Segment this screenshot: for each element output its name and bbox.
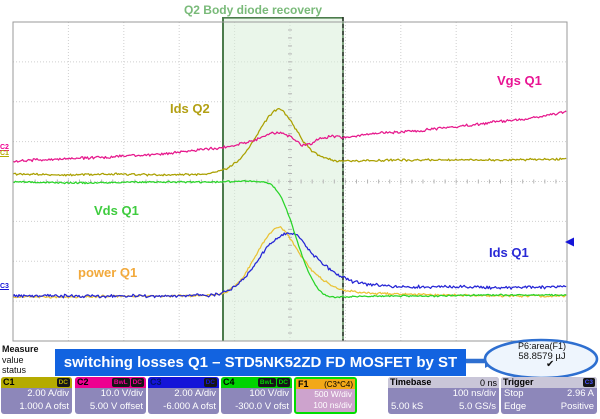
channel-header-c4[interactable]: C4 BwL DC	[221, 377, 292, 388]
coupling-badge-c1: DC	[56, 378, 70, 387]
measure-panel: Measure value status	[2, 344, 39, 376]
annotation-banner: switching losses Q1 – STD5NK52ZD FD MOSF…	[55, 349, 466, 376]
channel-header-c1[interactable]: C1 DC	[1, 377, 72, 388]
timebase-scale: 100 ns/div	[452, 388, 496, 399]
zero-marker-c3: C3	[0, 283, 9, 290]
timebase-rate: 5.0 GS/s	[459, 400, 496, 412]
channel-scale-c3: 2.00 A/div	[174, 388, 216, 399]
channel-descriptor-c3[interactable]: C3 DC 2.00 A/div -6.000 A ofst	[148, 377, 219, 414]
channel-scale-c1: 2.00 A/div	[27, 388, 69, 399]
measure-panel-row-status: status	[2, 365, 27, 375]
channel-scale-c2: 10.0 V/div	[100, 388, 143, 399]
trigger-mode: Stop	[504, 388, 524, 399]
timebase-position: 0 ns	[479, 377, 497, 388]
trace-label-ids-q1: Ids Q1	[489, 245, 529, 260]
callout-measurement-value: 58.8579 µJ	[518, 351, 566, 362]
channel-label-c3: C3	[150, 377, 162, 387]
channel-header-c3[interactable]: C3 DC	[148, 377, 219, 388]
trigger-slope: Positive	[560, 400, 594, 412]
channel-label-c2: C2	[77, 377, 89, 387]
timebase-title: Timebase	[390, 377, 432, 387]
coupling-badge-c3: DC	[203, 378, 217, 387]
measure-panel-title: Measure	[2, 344, 39, 354]
zero-marker-c1: C1	[0, 150, 9, 157]
channel-offset-c1: 1.000 A ofst	[19, 400, 69, 412]
trace-label-power-q1: power Q1	[78, 265, 138, 280]
trace-label-ids-q2: Ids Q2	[170, 101, 210, 116]
math-descriptor-f1[interactable]: F1 (C3*C4) 500 W/div 100 ns/div	[294, 377, 357, 414]
bandwidth-badge-c4: BwL	[257, 378, 276, 387]
zero-marker-c2: C2	[0, 144, 9, 151]
channel-offset-c3: -6.000 A ofst	[163, 400, 216, 412]
timebase-header[interactable]: Timebase 0 ns	[388, 377, 499, 388]
math-scale-f1: 500 W/div	[314, 389, 352, 399]
channel-offset-c4: -300.0 V ofst	[235, 400, 289, 412]
timebase-descriptor[interactable]: Timebase 0 ns 100 ns/div 5.00 kS 5.0 GS/…	[388, 377, 499, 414]
channel-header-c2[interactable]: C2 BwL DC	[75, 377, 146, 388]
coupling-badge-c4: DC	[276, 378, 290, 387]
region-title: Q2 Body diode recovery	[183, 3, 323, 17]
channel-descriptor-c4[interactable]: C4 BwL DC 100 V/div -300.0 V ofst	[221, 377, 292, 414]
callout-measurement-name: P6:area(F1)	[517, 341, 567, 351]
channel-descriptor-c2[interactable]: C2 BwL DC 10.0 V/div 5.00 V offset	[75, 377, 146, 414]
trace-label-vds-q1: Vds Q1	[94, 203, 139, 218]
trigger-source-badge: C3	[582, 378, 595, 387]
math-label-f1: F1	[298, 378, 309, 389]
trigger-type: Edge	[504, 400, 527, 412]
channel-label-c4: C4	[223, 377, 235, 387]
math-timebase-f1: 100 ns/div	[313, 400, 352, 410]
channel-offset-c2: 5.00 V offset	[89, 400, 143, 412]
channel-scale-c4: 100 V/div	[249, 388, 289, 399]
trigger-descriptor[interactable]: Trigger C3 Stop 2.96 A Edge Positive	[501, 377, 597, 414]
trigger-title: Trigger	[503, 377, 534, 387]
channel-descriptor-c1[interactable]: C1 DC 2.00 A/div 1.000 A ofst	[1, 377, 72, 414]
trace-label-vgs-q1: Vgs Q1	[497, 73, 542, 88]
timebase-samples: 5.00 kS	[391, 400, 424, 412]
math-source-f1: (C3*C4)	[324, 379, 353, 389]
checkmark-icon: ✔	[546, 359, 555, 370]
measure-panel-row-value: value	[2, 354, 24, 365]
trigger-level: 2.96 A	[567, 388, 594, 399]
channel-label-c1: C1	[3, 377, 15, 387]
trigger-header[interactable]: Trigger C3	[501, 377, 597, 388]
math-header-f1[interactable]: F1 (C3*C4)	[296, 379, 355, 389]
coupling-badge-c2: DC	[130, 378, 144, 387]
bandwidth-badge-c2: BwL	[111, 378, 130, 387]
